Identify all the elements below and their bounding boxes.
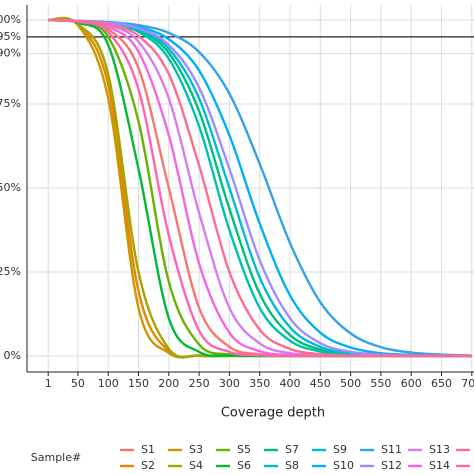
legend-title: Sample#	[31, 451, 81, 464]
legend-label: S6	[237, 459, 251, 472]
legend-label: S8	[285, 459, 299, 472]
y-tick-label: 100%	[0, 13, 21, 26]
x-tick-label: 200	[158, 377, 179, 390]
x-tick-label: 50	[71, 377, 85, 390]
x-tick-label: 1	[45, 377, 52, 390]
legend-label: S14	[429, 459, 450, 472]
x-tick-label: 150	[128, 377, 149, 390]
legend-label: S10	[333, 459, 354, 472]
legend-label: S11	[381, 443, 402, 456]
x-tick-label: 600	[401, 377, 422, 390]
legend-label: S13	[429, 443, 450, 456]
legend-label: S1	[141, 443, 155, 456]
y-tick-label: 95%	[0, 30, 21, 43]
legend-label: S4	[189, 459, 203, 472]
x-tick-label: 650	[431, 377, 452, 390]
x-tick-label: 100	[98, 377, 119, 390]
x-axis-title: Coverage depth	[221, 406, 325, 421]
x-tick-label: 350	[249, 377, 270, 390]
legend-label: S7	[285, 443, 299, 456]
x-tick-label: 300	[219, 377, 240, 390]
legend-label: S5	[237, 443, 251, 456]
y-tick-label: 25%	[0, 265, 21, 278]
y-tick-label: 90%	[0, 47, 21, 60]
legend-label: S2	[141, 459, 155, 472]
x-tick-label: 400	[280, 377, 301, 390]
x-tick-label: 250	[189, 377, 210, 390]
x-tick-label: 500	[340, 377, 361, 390]
y-tick-label: 50%	[0, 181, 21, 194]
x-tick-label: 550	[370, 377, 391, 390]
legend-label: S12	[381, 459, 402, 472]
x-tick-label: 700	[461, 377, 474, 390]
x-tick-label: 450	[310, 377, 331, 390]
y-tick-label: 75%	[0, 97, 21, 110]
legend-label: S9	[333, 443, 347, 456]
y-tick-label: 0%	[4, 349, 21, 362]
series-line	[48, 18, 472, 358]
legend-label: S3	[189, 443, 203, 456]
